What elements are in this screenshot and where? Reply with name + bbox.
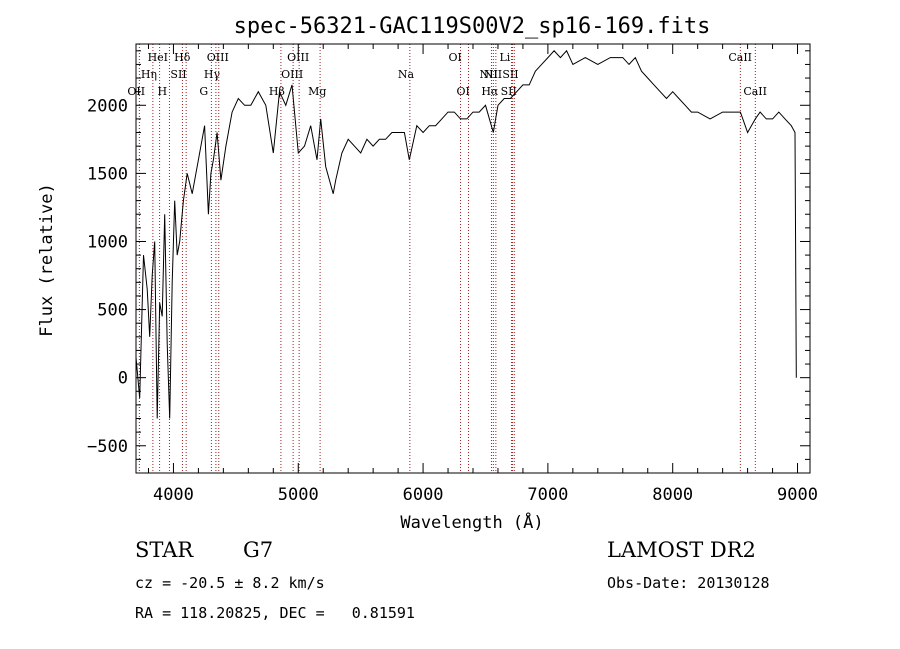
object-subclass: G7 (243, 538, 274, 562)
chart-title: spec-56321-GAC119S00V2_sp16-169.fits (234, 14, 711, 39)
y-tick-label-5: 2000 (87, 96, 128, 116)
line-label-7: Hγ (204, 68, 221, 81)
line-label-3: H (157, 85, 167, 98)
emission-line-markers: OIIHηHeIHSIIHδGHγOIIIHβOIIIOIIIMgNaOIOIN… (127, 44, 767, 473)
line-label-6: G (199, 85, 208, 98)
line-label-23: CaII (743, 85, 767, 98)
y-tick-label-4: 1500 (87, 164, 128, 184)
x-tick-label-3: 7000 (527, 485, 568, 505)
line-label-5: Hδ (174, 51, 191, 64)
coordinates: RA = 118.20825, DEC = 0.81591 (135, 604, 415, 622)
line-label-20: SII (501, 85, 517, 98)
y-tick-label-2: 500 (97, 301, 128, 321)
spectrum-series (135, 49, 797, 419)
x-axis-label: Wavelength (Å) (400, 511, 543, 533)
survey-name: LAMOST DR2 (607, 538, 756, 562)
line-label-19: Li (499, 51, 510, 64)
plot-frame (135, 43, 811, 474)
y-axis-label: Flux (relative) (37, 183, 57, 337)
line-label-4: SII (170, 68, 186, 81)
x-tick-label-5: 9000 (777, 485, 818, 505)
line-label-9: Hβ (269, 85, 285, 98)
obs-date: Obs-Date: 20130128 (607, 574, 770, 592)
line-label-12: Mg (308, 85, 326, 98)
y-tick-label-0: −500 (87, 437, 128, 457)
y-tick-label-3: 1000 (87, 232, 128, 252)
x-tick-label-1: 5000 (278, 485, 319, 505)
x-tick-label-0: 4000 (153, 485, 194, 505)
y-axis: −500 0 500 1000 1500 2000 (87, 50, 810, 460)
line-label-18: NII (484, 68, 502, 81)
line-label-11: OIII (287, 51, 309, 64)
series-line-0 (135, 49, 797, 419)
line-label-21: SII (502, 68, 518, 81)
line-label-17: Hα (481, 85, 499, 98)
x-tick-label-2: 6000 (403, 485, 444, 505)
line-label-13: Na (398, 68, 415, 81)
line-label-15: OI (457, 85, 470, 98)
line-label-1: Hη (141, 68, 157, 81)
x-tick-label-4: 8000 (652, 485, 693, 505)
object-class: STAR (135, 538, 194, 562)
y-tick-label-1: 0 (118, 369, 128, 389)
line-label-2: HeI (148, 51, 168, 64)
line-label-22: CaII (728, 51, 752, 64)
redshift-text: cz = -20.5 ± 8.2 km/s (135, 574, 325, 592)
x-axis: 4000 5000 6000 7000 8000 9000 (147, 44, 818, 505)
line-label-8: OIII (207, 51, 229, 64)
line-label-10: OIII (281, 68, 303, 81)
line-label-14: OI (449, 51, 462, 64)
